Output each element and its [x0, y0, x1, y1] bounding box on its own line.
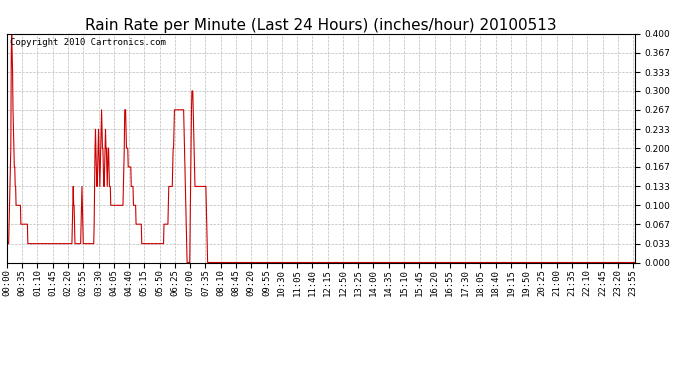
Title: Rain Rate per Minute (Last 24 Hours) (inches/hour) 20100513: Rain Rate per Minute (Last 24 Hours) (in… [85, 18, 557, 33]
Text: Copyright 2010 Cartronics.com: Copyright 2010 Cartronics.com [10, 38, 166, 47]
